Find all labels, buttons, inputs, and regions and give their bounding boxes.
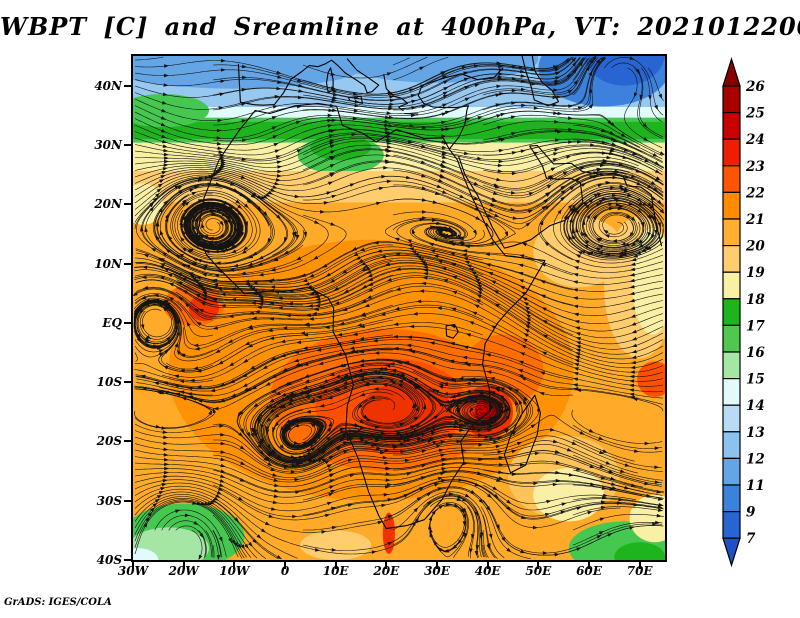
- y-axis-tick: [124, 144, 131, 146]
- x-axis-label: 20W: [162, 564, 206, 578]
- colorbar-tick-label: 14: [746, 398, 765, 414]
- y-axis-label: 30S: [88, 494, 122, 508]
- colorbar-segment: [723, 458, 740, 485]
- x-axis-label: 40E: [466, 564, 510, 578]
- y-axis-tick: [124, 263, 131, 265]
- colorbar-tick-label: 11: [746, 478, 765, 494]
- colorbar-tick-label: 19: [746, 265, 765, 281]
- colorbar-segment: [723, 166, 740, 193]
- x-axis-label: 10W: [212, 564, 256, 578]
- colorbar-tick-label: 16: [746, 345, 765, 361]
- y-axis-label: 40N: [88, 79, 122, 93]
- y-axis-tick: [124, 381, 131, 383]
- colorbar-segment: [723, 512, 740, 539]
- colorbar-tick-label: 17: [746, 318, 765, 334]
- x-axis-label: 50E: [516, 564, 560, 578]
- y-axis-tick: [124, 322, 131, 324]
- y-axis-label: 10S: [88, 375, 122, 389]
- y-axis-tick: [124, 203, 131, 205]
- y-axis-tick: [124, 559, 131, 561]
- colorbar: 26 25 24 23 22 21 20 19 18 17 16 15 14 13 12 11 9 7: [715, 55, 795, 569]
- colorbar-segment: [723, 405, 740, 432]
- x-axis-label: 10E: [314, 564, 358, 578]
- colorbar-tick-label: 9: [746, 505, 756, 521]
- colorbar-tick-label: 7: [746, 531, 756, 547]
- y-axis-label: 30N: [88, 138, 122, 152]
- y-axis-tick: [124, 85, 131, 87]
- y-axis-label: 20S: [88, 434, 122, 448]
- colorbar-segment: [723, 352, 740, 379]
- x-axis-label: 70E: [618, 564, 662, 578]
- colorbar-arrow-top: [723, 59, 740, 86]
- x-axis-label: 60E: [567, 564, 611, 578]
- colorbar-tick-label: 21: [745, 212, 765, 228]
- colorbar-segment: [723, 86, 740, 113]
- colorbar-segment: [723, 246, 740, 273]
- colorbar-tick-label: 13: [746, 425, 765, 441]
- colorbar-segment: [723, 139, 740, 166]
- map-canvas: [133, 56, 665, 560]
- colorbar-tick-label: 26: [745, 79, 765, 95]
- y-axis-tick: [124, 440, 131, 442]
- x-axis-label: 20E: [364, 564, 408, 578]
- colorbar-tick-label: 23: [745, 159, 765, 175]
- colorbar-tick-label: 22: [745, 185, 765, 201]
- colorbar-tick-label: 20: [745, 239, 765, 255]
- colorbar-segment: [723, 272, 740, 299]
- y-axis-label: EQ: [88, 316, 122, 330]
- x-axis-label: 30E: [415, 564, 459, 578]
- colorbar-segment: [723, 299, 740, 326]
- y-axis-label: 10N: [88, 257, 122, 271]
- y-axis-label: 20N: [88, 197, 122, 211]
- colorbar-segment: [723, 432, 740, 459]
- colorbar-segment: [723, 219, 740, 246]
- colorbar-arrow-bottom: [723, 538, 740, 565]
- colorbar-segment: [723, 113, 740, 140]
- colorbar-tick-label: 25: [745, 106, 765, 122]
- x-axis-label: 0: [263, 564, 307, 578]
- x-axis-label: 30W: [111, 564, 155, 578]
- colorbar-segment: [723, 379, 740, 406]
- attribution-text: GrADS: IGES/COLA: [4, 597, 112, 608]
- colorbar-tick-label: 18: [746, 292, 765, 308]
- colorbar-segment: [723, 192, 740, 219]
- colorbar-tick-label: 15: [746, 372, 765, 388]
- colorbar-segment: [723, 325, 740, 352]
- colorbar-tick-label: 24: [745, 132, 765, 148]
- colorbar-segment: [723, 485, 740, 512]
- grads-plot: WBPT [C] and Sreamline at 400hPa, VT: 20…: [0, 0, 800, 618]
- map-panel: [131, 54, 667, 562]
- y-axis-tick: [124, 500, 131, 502]
- colorbar-tick-label: 12: [746, 451, 765, 467]
- plot-title: WBPT [C] and Sreamline at 400hPa, VT: 20…: [0, 12, 800, 41]
